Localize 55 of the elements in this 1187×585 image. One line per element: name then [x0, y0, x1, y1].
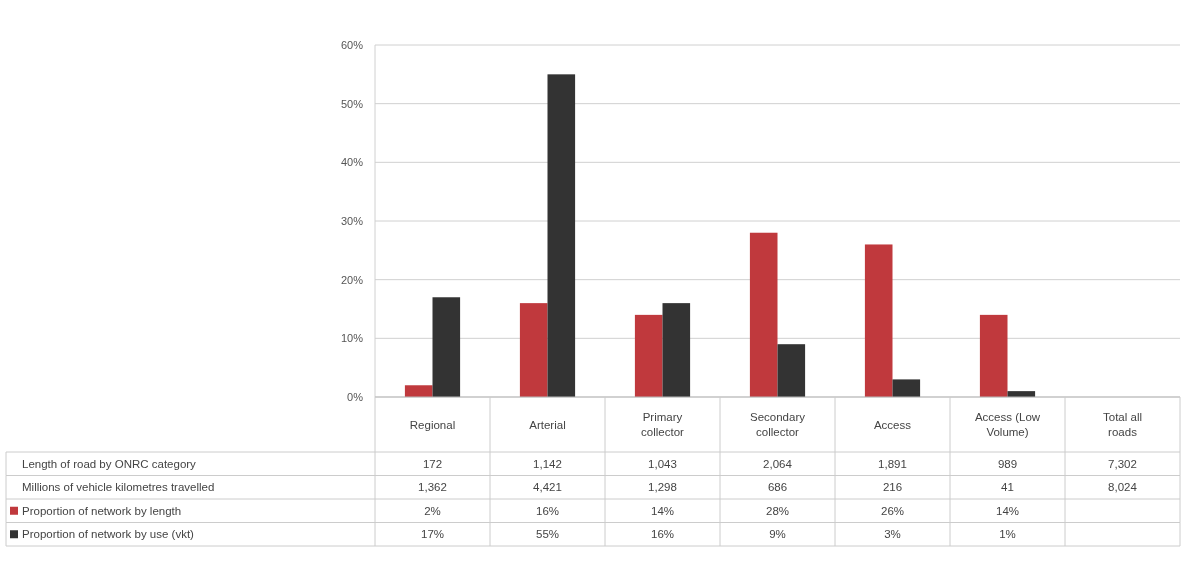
- text: Length of road by ONRC category: [22, 457, 197, 470]
- x-tick-label: Secondary collector: [750, 411, 806, 438]
- y-tick-label: 0%: [347, 391, 364, 403]
- text: 4,421: [533, 481, 562, 494]
- x-tick-label: Regional: [409, 418, 456, 431]
- y-tick-label: 30%: [340, 215, 364, 227]
- bar: [662, 303, 691, 397]
- bar: [634, 314, 663, 397]
- legend-label: Proportion of network by use (vkt): [22, 528, 195, 541]
- x-tick-label: Access: [873, 418, 912, 431]
- data-label: 2%: [424, 504, 441, 517]
- y-tick-label: 20%: [340, 273, 364, 286]
- data-label: 16%: [535, 504, 560, 517]
- text: 989: [997, 457, 1018, 470]
- text: 1,891: [878, 457, 907, 470]
- text: 8,024: [1108, 481, 1138, 494]
- text: 2,064: [763, 457, 793, 470]
- x-tick-label: Access (Low Volume): [974, 411, 1041, 438]
- y-tick-label: 10%: [340, 332, 364, 345]
- x-tick-label: Primary collector: [641, 411, 685, 438]
- data-label: 1%: [999, 528, 1016, 541]
- text: 1,142: [533, 457, 562, 470]
- data-label: 14%: [995, 504, 1020, 517]
- legend-label: Proportion of network by length: [22, 504, 182, 517]
- data-label: 28%: [765, 504, 790, 517]
- bar: [979, 314, 1008, 397]
- text: 1,298: [648, 481, 677, 494]
- bar: [777, 344, 806, 397]
- bar: [519, 303, 548, 397]
- text: 172: [422, 457, 443, 470]
- y-tick-label: 60%: [340, 39, 364, 51]
- text: 1,362: [418, 481, 447, 494]
- data-label: 26%: [880, 504, 905, 517]
- text: 216: [882, 481, 903, 494]
- data-label: 17%: [420, 528, 445, 541]
- bar: [404, 385, 433, 397]
- y-tick-label: 50%: [340, 97, 364, 110]
- bar: [749, 232, 778, 397]
- bar: [864, 244, 893, 397]
- text: 7,302: [1108, 457, 1137, 470]
- bar: [547, 74, 576, 397]
- bar: [432, 297, 461, 397]
- data-label: 9%: [769, 528, 786, 541]
- bar: [892, 379, 921, 397]
- text: 41: [1001, 481, 1014, 494]
- x-tick-label: Total all roads: [1103, 411, 1142, 438]
- data-label: 3%: [884, 528, 901, 541]
- data-label: 16%: [650, 528, 675, 541]
- text: 686: [767, 481, 788, 494]
- text: 1,043: [648, 457, 677, 470]
- x-tick-label: Arterial: [529, 418, 566, 431]
- text: Millions of vehicle kilometres travelled: [22, 481, 215, 494]
- data-label: 14%: [650, 504, 675, 517]
- data-label: 55%: [535, 528, 560, 541]
- y-tick-label: 40%: [340, 156, 364, 169]
